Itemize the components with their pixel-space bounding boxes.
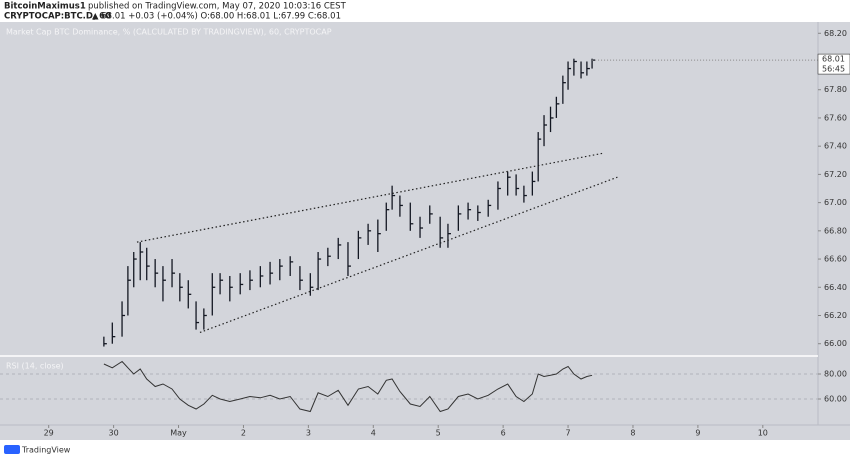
rsi-line — [103, 360, 593, 413]
y-tick-label: 66.60 — [824, 255, 847, 264]
logo: TradingView — [21, 446, 71, 455]
y-tick-label: 60.00 — [824, 395, 847, 404]
y-tick-label: 67.40 — [824, 142, 847, 151]
x-tick-label: May — [170, 429, 187, 438]
quote: ▲ 68.01 +0.03 (+0.04%) O:68.00 H:68.01 L… — [92, 12, 341, 22]
x-tick-label: 4 — [371, 429, 376, 438]
last-price-box — [817, 53, 850, 75]
y-tick-label: 67.80 — [824, 85, 847, 94]
y-tick-label: 67.20 — [824, 170, 847, 179]
published: published on TradingView.com, May 07, 20… — [88, 2, 347, 12]
y-tick-label: 66.20 — [824, 311, 847, 320]
x-tick-label: 2 — [241, 429, 246, 438]
y-tick-label: 67.60 — [824, 113, 847, 122]
x-tick-label: 30 — [109, 429, 119, 438]
y-tick-label: 68.20 — [824, 29, 847, 38]
y-tick-label: 80.00 — [824, 370, 847, 379]
x-tick-label: 9 — [695, 429, 700, 438]
x-tick-label: 10 — [758, 429, 768, 438]
x-tick-label: 8 — [630, 429, 635, 438]
last-price: 68.01 — [822, 55, 845, 64]
author: BitcoinMaximus1 — [4, 2, 86, 12]
symbol: CRYPTOCAP:BTC.D, 60 — [4, 12, 111, 22]
y-tick-label: 66.80 — [824, 226, 847, 235]
rsi-title: RSI (14, close) — [6, 362, 64, 371]
logo-icon — [4, 445, 20, 454]
trendline — [136, 152, 604, 243]
x-tick-label: 7 — [566, 429, 571, 438]
x-tick-label: 29 — [44, 429, 54, 438]
y-tick-label: 66.40 — [824, 283, 847, 292]
y-tick-label: 66.00 — [824, 339, 847, 348]
chart-title: Market Cap BTC Dominance, % (CALCULATED … — [6, 28, 332, 37]
countdown: 56:45 — [822, 65, 845, 74]
y-tick-label: 67.00 — [824, 198, 847, 207]
x-tick-label: 6 — [501, 429, 506, 438]
x-tick-label: 5 — [436, 429, 441, 438]
chart-bg — [0, 22, 850, 440]
x-tick-label: 3 — [306, 429, 311, 438]
